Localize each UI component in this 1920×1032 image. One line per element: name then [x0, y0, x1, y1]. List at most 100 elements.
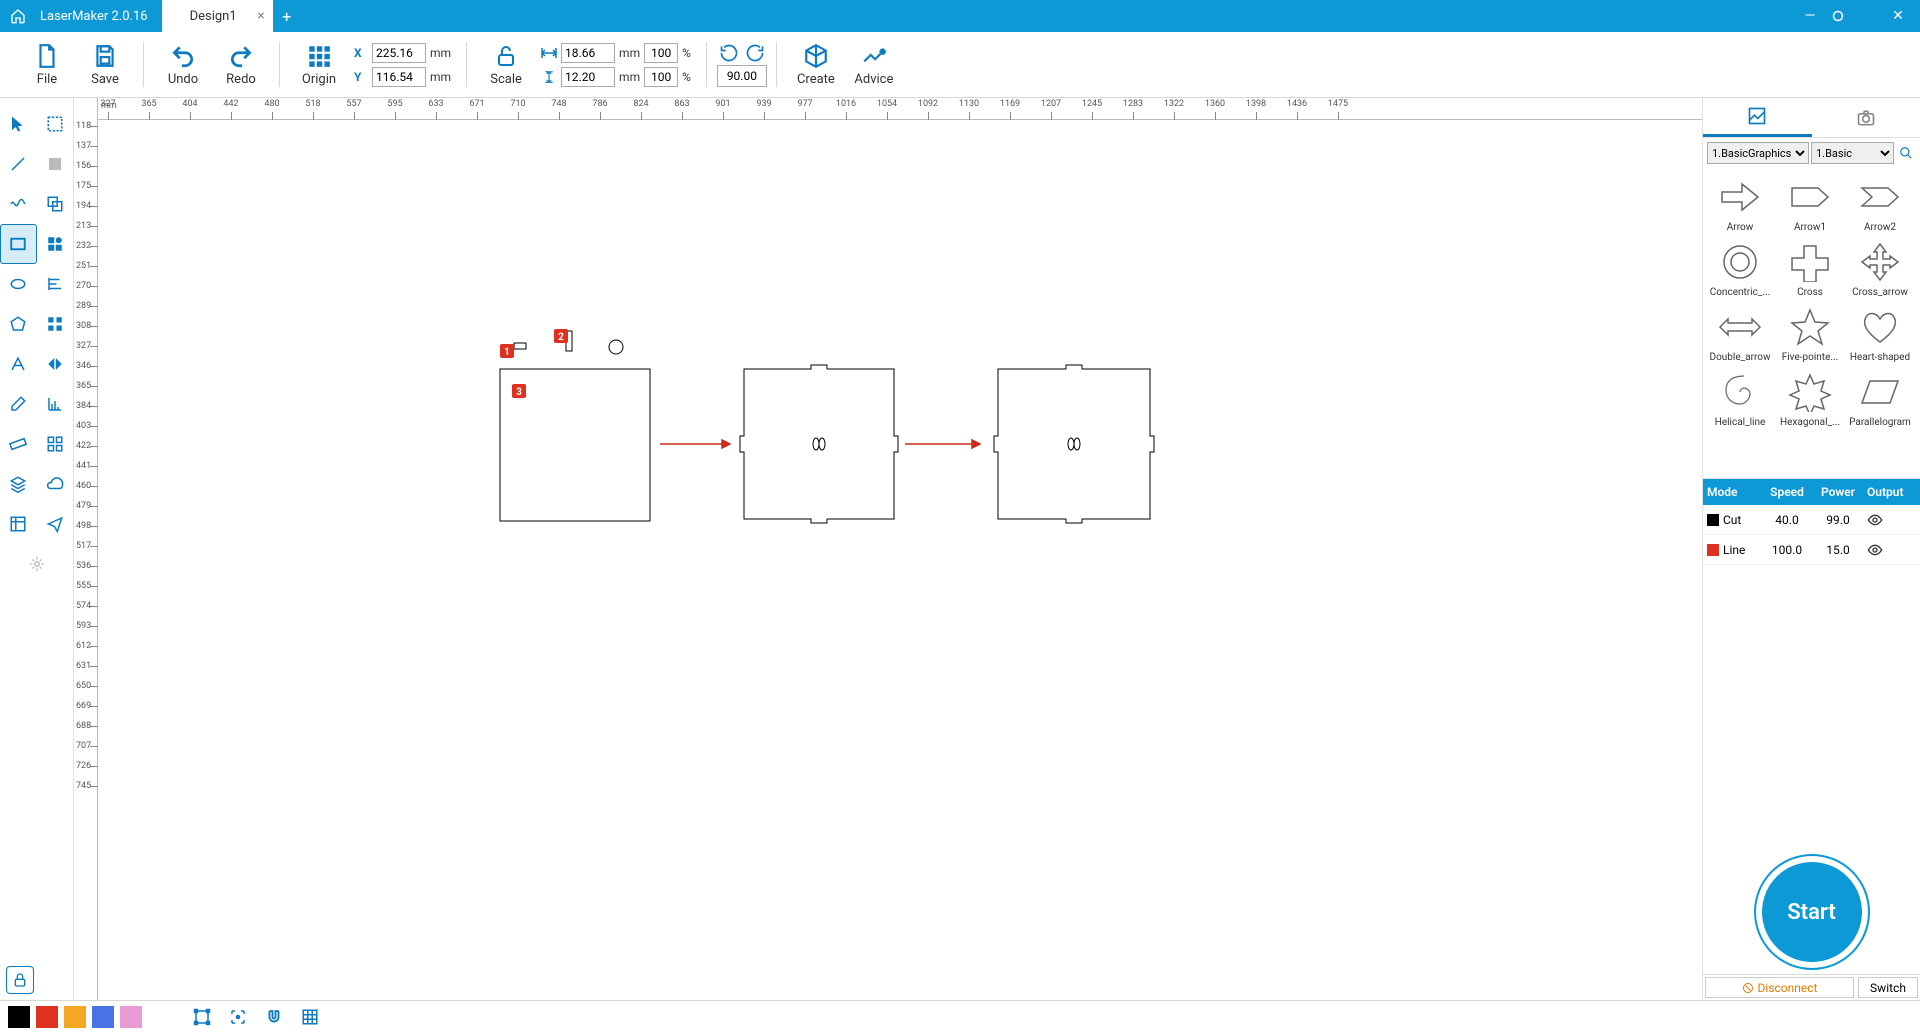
- horizontal-ruler: mm 3273654044424805185575956336717107487…: [98, 98, 1702, 120]
- measure-tool[interactable]: [37, 384, 74, 424]
- cloud-tool[interactable]: [37, 464, 74, 504]
- close-window-button[interactable]: ✕: [1876, 8, 1920, 24]
- marquee-tool[interactable]: [37, 104, 74, 144]
- shape-Concentric_...[interactable]: Concentric_...: [1705, 237, 1775, 298]
- send-tool[interactable]: [37, 504, 74, 544]
- advice-button[interactable]: Advice: [845, 35, 903, 95]
- document-tab[interactable]: Design1 ×: [162, 0, 273, 32]
- rotate-input[interactable]: [717, 65, 767, 87]
- maximize-button[interactable]: [1832, 10, 1876, 22]
- x-label: X: [354, 46, 368, 60]
- origin-button[interactable]: Origin: [290, 35, 348, 95]
- shape-Cross[interactable]: Cross: [1775, 237, 1845, 298]
- laser-tool[interactable]: [0, 544, 73, 584]
- shape-Five-pointe...[interactable]: Five-pointe...: [1775, 302, 1845, 363]
- shape-Double_arrow[interactable]: Double_arrow: [1705, 302, 1775, 363]
- width-arrow-icon: [541, 47, 557, 59]
- shapes-library: ArrowArrow1Arrow2 Concentric_...CrossCros…: [1703, 168, 1920, 478]
- shape-Helical_line[interactable]: Helical_line: [1705, 367, 1775, 428]
- new-tab-button[interactable]: +: [273, 7, 301, 26]
- line-tool[interactable]: [0, 144, 37, 184]
- color-swatch-3[interactable]: [92, 1006, 114, 1028]
- y-label: Y: [354, 70, 368, 84]
- svg-text:1: 1: [504, 347, 510, 358]
- select-tool[interactable]: [0, 104, 37, 144]
- scale-button[interactable]: Scale: [477, 35, 535, 95]
- duplicate-tool[interactable]: [37, 184, 74, 224]
- height-input[interactable]: [561, 67, 615, 87]
- polygon-tool[interactable]: [0, 304, 37, 344]
- svg-text:2: 2: [558, 332, 564, 343]
- camera-tab[interactable]: [1812, 98, 1920, 137]
- canvas[interactable]: 1 2 3: [98, 120, 1702, 1000]
- home-button[interactable]: [0, 8, 36, 24]
- table-tool[interactable]: [0, 504, 37, 544]
- size-inputs: mm % mm %: [541, 43, 691, 87]
- title-bar: LaserMaker 2.0.16 Design1 × + — ✕: [0, 0, 1920, 32]
- disconnect-button[interactable]: Disconnect: [1705, 977, 1854, 998]
- layer-row-1[interactable]: Line100.015.0: [1703, 535, 1920, 565]
- shape-Heart-shaped[interactable]: Heart-shaped: [1845, 302, 1915, 363]
- magnet-button[interactable]: [260, 1003, 288, 1031]
- mirror-tool[interactable]: [37, 344, 74, 384]
- shape-Cross_arrow[interactable]: Cross_arrow: [1845, 237, 1915, 298]
- grid-tool[interactable]: [37, 304, 74, 344]
- create-button[interactable]: Create: [787, 35, 845, 95]
- start-button[interactable]: Start: [1762, 862, 1862, 962]
- canvas-area: 1181371561751942132322512702893083273463…: [74, 98, 1702, 1000]
- right-panel: 1.BasicGraphics 1.Basic ArrowArrow1Arrow…: [1702, 98, 1920, 1000]
- save-button[interactable]: Save: [76, 35, 134, 95]
- grid-snap-button[interactable]: [296, 1003, 324, 1031]
- main-toolbar: File Save Undo Redo Origin X mm: [0, 32, 1920, 98]
- switch-button[interactable]: Switch: [1858, 977, 1918, 998]
- shape-Parallelogram[interactable]: Parallelogram: [1845, 367, 1915, 428]
- ellipse-tool[interactable]: [0, 264, 37, 304]
- svg-text:3: 3: [516, 387, 522, 398]
- align-tool[interactable]: [37, 264, 74, 304]
- ruler-tool[interactable]: [0, 424, 37, 464]
- shape-Arrow[interactable]: Arrow: [1705, 172, 1775, 233]
- frame-button[interactable]: [188, 1003, 216, 1031]
- file-button[interactable]: File: [18, 35, 76, 95]
- color-swatch-2[interactable]: [64, 1006, 86, 1028]
- vertical-ruler: 1181371561751942132322512702893083273463…: [74, 98, 98, 1000]
- color-swatch-4[interactable]: [120, 1006, 142, 1028]
- redo-button[interactable]: Redo: [212, 35, 270, 95]
- fill-tool[interactable]: [37, 144, 74, 184]
- bottom-bar: [0, 1000, 1920, 1032]
- shapes-tab[interactable]: [1703, 98, 1812, 137]
- minimize-button[interactable]: —: [1788, 8, 1832, 24]
- width-input[interactable]: [561, 43, 615, 63]
- eraser-tool[interactable]: [0, 384, 37, 424]
- width-pct-input[interactable]: [644, 43, 678, 63]
- x-input[interactable]: [372, 43, 426, 63]
- undo-button[interactable]: Undo: [154, 35, 212, 95]
- rect-tool[interactable]: [0, 224, 37, 264]
- y-input[interactable]: [372, 67, 426, 87]
- shape-Arrow2[interactable]: Arrow2: [1845, 172, 1915, 233]
- app-name: LaserMaker 2.0.16: [36, 9, 162, 24]
- array-tool[interactable]: [37, 424, 74, 464]
- layers-tool[interactable]: [0, 464, 37, 504]
- layer-row-0[interactable]: Cut40.099.0: [1703, 505, 1920, 535]
- tools-sidebar: [0, 98, 74, 1000]
- rotate-icons: [719, 43, 765, 63]
- shape-Arrow1[interactable]: Arrow1: [1775, 172, 1845, 233]
- layers-panel: Mode Speed Power Output Cut40.099.0Line1…: [1703, 478, 1920, 1000]
- shape-Hexagonal_...[interactable]: Hexagonal_...: [1775, 367, 1845, 428]
- height-pct-input[interactable]: [644, 67, 678, 87]
- text-tool[interactable]: [0, 344, 37, 384]
- color-swatch-0[interactable]: [8, 1006, 30, 1028]
- shapes-tool[interactable]: [37, 224, 73, 264]
- coord-inputs: X mm Y mm: [354, 43, 451, 87]
- color-swatch-1[interactable]: [36, 1006, 58, 1028]
- curve-tool[interactable]: [0, 184, 37, 224]
- lock-panel-button[interactable]: [6, 966, 34, 994]
- shape-search-icon[interactable]: [1896, 143, 1916, 163]
- height-arrow-icon: [541, 71, 557, 83]
- close-tab-icon[interactable]: ×: [257, 8, 264, 24]
- shape-category-1[interactable]: 1.BasicGraphics: [1707, 142, 1809, 164]
- shape-category-2[interactable]: 1.Basic: [1811, 142, 1894, 164]
- document-tab-title: Design1: [190, 9, 237, 24]
- focus-button[interactable]: [224, 1003, 252, 1031]
